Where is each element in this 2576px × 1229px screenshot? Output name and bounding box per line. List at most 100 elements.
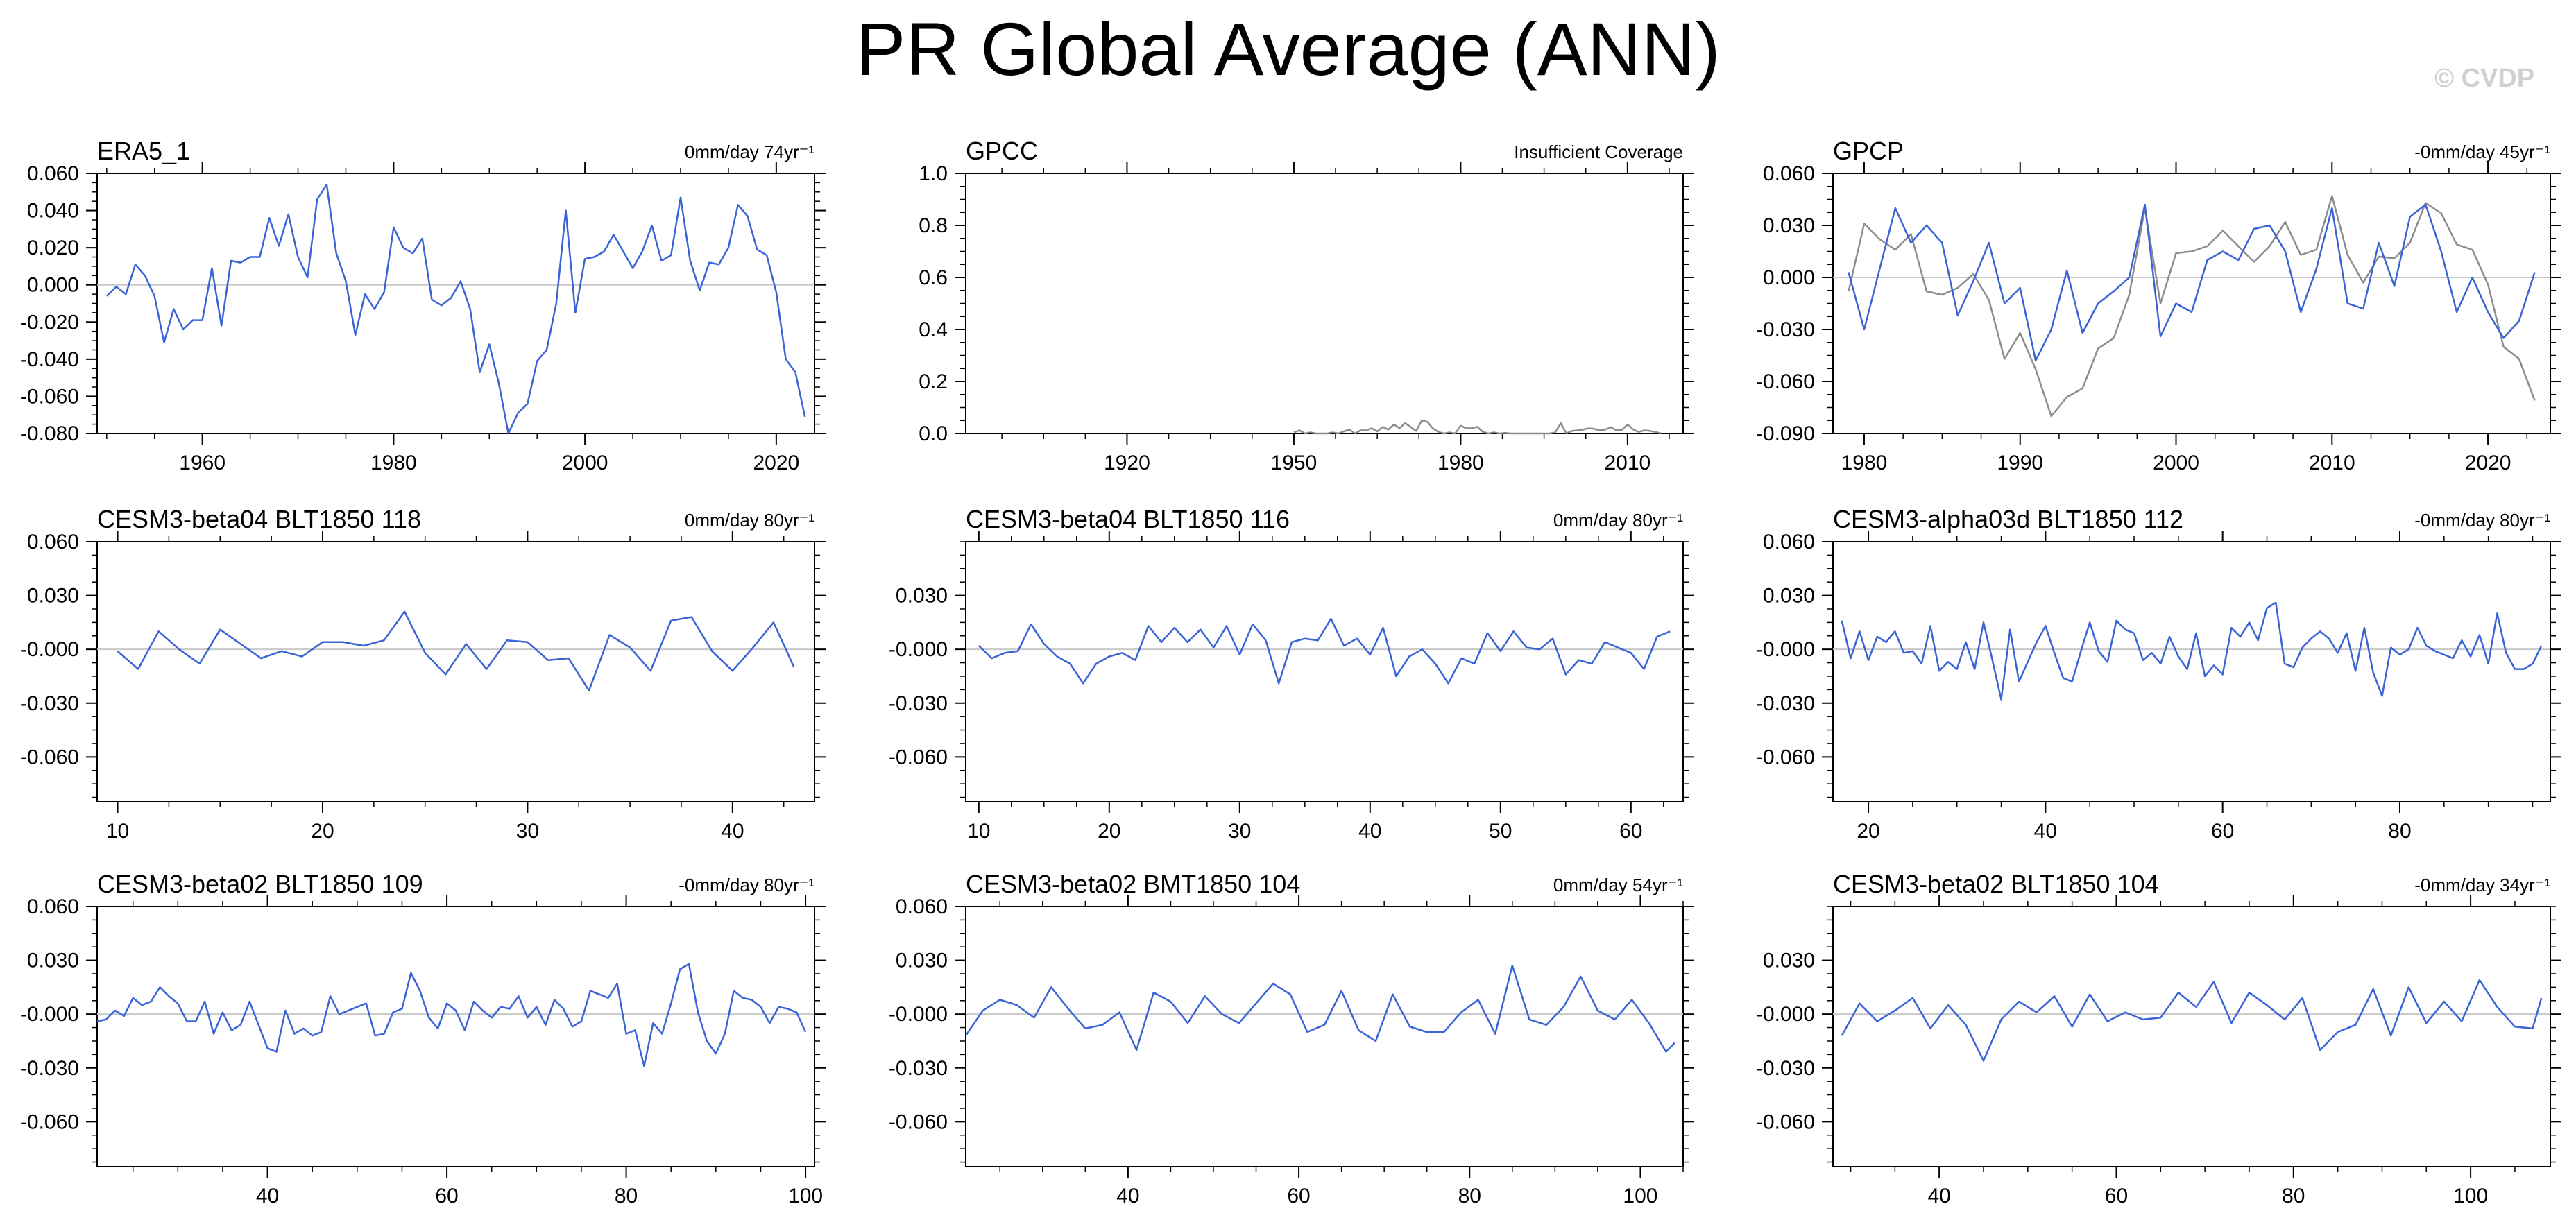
y-tick-label: 0.020: [27, 237, 79, 259]
y-tick-label: 0.030: [27, 585, 79, 608]
series-line-1: [1293, 420, 1662, 435]
x-tick-label: 2000: [2153, 452, 2199, 474]
x-tick-label: 1960: [179, 452, 225, 474]
x-tick-label: 2010: [2309, 452, 2355, 474]
panel-2: GPCC Insufficient Coverage 0.0 0.2 0.4 0.6 0.8…: [919, 137, 1694, 474]
y-tick-label: -0.000: [1756, 1003, 1815, 1026]
x-tick-label: 1980: [1438, 452, 1484, 474]
x-tick-label: 50: [1489, 820, 1512, 843]
series-line-2: [1848, 203, 2536, 362]
plot-frame: [965, 173, 1684, 434]
panel-1: ERA5_1 0mm/day 74yr⁻¹ -0.080 -0.060 -0.040 -0…: [20, 137, 826, 474]
x-tick-label: 30: [1228, 820, 1251, 843]
plot-frame: [1832, 173, 2551, 434]
x-tick-label: 30: [516, 820, 539, 843]
y-tick-label: 0.060: [27, 162, 79, 185]
y-tick-label: 0.060: [27, 531, 79, 553]
series-line-1: [978, 617, 1671, 685]
x-tick-label: 60: [1619, 820, 1642, 843]
y-tick-label: 0.030: [1763, 949, 1815, 972]
y-tick-label: -0.060: [20, 746, 79, 768]
x-tick-label: 1980: [1841, 452, 1888, 474]
x-tick-label: 80: [2282, 1185, 2305, 1207]
panel-annotation: -0mm/day 80yr⁻¹: [2414, 510, 2550, 531]
plot-frame: [96, 541, 815, 802]
panel-title: GPCC: [966, 137, 1038, 165]
cvdp-watermark: © CVDP: [2434, 64, 2535, 93]
y-tick-label: 1.0: [919, 162, 948, 185]
plot-frame: [965, 906, 1684, 1167]
y-tick-label: -0.000: [20, 638, 79, 661]
y-tick-label: -0.030: [1756, 318, 1815, 341]
y-tick-label: 0.030: [1763, 585, 1815, 608]
y-tick-label: -0.000: [889, 1003, 948, 1026]
panel-title: ERA5_1: [97, 137, 190, 165]
x-tick-label: 80: [1458, 1185, 1481, 1207]
x-tick-label: 20: [1098, 820, 1120, 843]
x-tick-label: 60: [1287, 1185, 1310, 1207]
y-tick-label: -0.080: [20, 422, 79, 445]
series-line-1: [1848, 195, 2536, 418]
y-tick-label: 0.030: [1763, 214, 1815, 237]
y-tick-label: -0.020: [20, 311, 79, 334]
series-line-1: [117, 610, 795, 691]
x-tick-label: 40: [1358, 820, 1381, 843]
panel-annotation: 0mm/day 80yr⁻¹: [1553, 510, 1683, 531]
series-line-1: [964, 965, 1675, 1053]
y-tick-label: -0.060: [1756, 746, 1815, 768]
panel-annotation: -0mm/day 80yr⁻¹: [679, 875, 814, 895]
y-tick-label: 0.8: [919, 214, 948, 237]
panel-7: CESM3-beta02 BLT1850 109 -0mm/day 80yr⁻¹ -…: [20, 870, 826, 1207]
y-tick-label: -0.030: [20, 1057, 79, 1080]
y-tick-label: -0.030: [889, 1057, 948, 1080]
panel-title: CESM3-alpha03d BLT1850 112: [1833, 505, 2183, 533]
x-tick-label: 100: [2453, 1185, 2488, 1207]
x-tick-label: 60: [435, 1185, 458, 1207]
y-tick-label: 0.060: [896, 895, 948, 918]
x-tick-label: 40: [1116, 1185, 1139, 1207]
y-tick-label: -0.030: [1756, 1057, 1815, 1080]
panel-annotation: Insufficient Coverage: [1514, 141, 1683, 162]
y-tick-label: -0.030: [1756, 692, 1815, 715]
plot-frame: [1832, 541, 2551, 802]
plot-frame: [96, 906, 815, 1167]
plot-frame: [1832, 906, 2551, 1167]
x-tick-label: 2000: [562, 452, 608, 474]
panel-title: CESM3-beta02 BLT1850 104: [1833, 870, 2159, 898]
panel-5: CESM3-beta04 BLT1850 116 0mm/day 80yr⁻¹ -0…: [889, 505, 1694, 843]
x-tick-label: 1980: [370, 452, 417, 474]
x-tick-label: 100: [788, 1185, 823, 1207]
panel-annotation: -0mm/day 45yr⁻¹: [2414, 141, 2550, 162]
y-tick-label: 0.060: [27, 895, 79, 918]
panel-annotation: 0mm/day 74yr⁻¹: [685, 141, 814, 162]
panel-title: CESM3-beta04 BLT1850 118: [97, 505, 421, 533]
plot-frame: [965, 541, 1684, 802]
x-tick-label: 20: [311, 820, 334, 843]
y-tick-label: -0.060: [20, 385, 79, 408]
y-tick-label: -0.000: [20, 1003, 79, 1026]
x-tick-label: 2010: [1604, 452, 1650, 474]
y-tick-label: 0.060: [1763, 531, 1815, 553]
x-tick-label: 80: [2388, 820, 2411, 843]
series-line-1: [1841, 979, 2543, 1062]
y-tick-label: -0.060: [889, 746, 948, 768]
y-tick-label: 0.030: [27, 949, 79, 972]
panel-annotation: 0mm/day 54yr⁻¹: [1553, 875, 1683, 895]
x-tick-label: 40: [1927, 1185, 1950, 1207]
y-tick-label: -0.060: [889, 1110, 948, 1133]
panel-8: CESM3-beta02 BMT1850 104 0mm/day 54yr⁻¹ -0…: [889, 870, 1694, 1207]
x-tick-label: 40: [721, 820, 744, 843]
x-tick-label: 100: [1623, 1185, 1657, 1207]
y-tick-label: -0.030: [20, 692, 79, 715]
y-tick-label: -0.060: [1756, 370, 1815, 393]
panel-title: CESM3-beta02 BLT1850 109: [97, 870, 423, 898]
panel-3: GPCP -0mm/day 45yr⁻¹ -0.090 -0.060 -0.030 0.0…: [1756, 137, 2561, 474]
panel-annotation: 0mm/day 80yr⁻¹: [685, 510, 814, 531]
y-tick-label: -0.060: [20, 1110, 79, 1133]
panel-6: CESM3-alpha03d BLT1850 112 -0mm/day 80yr⁻…: [1756, 505, 2561, 843]
x-tick-label: 10: [106, 820, 129, 843]
y-tick-label: -0.000: [889, 638, 948, 661]
x-tick-label: 40: [2034, 820, 2057, 843]
y-tick-label: 0.060: [1763, 162, 1815, 185]
